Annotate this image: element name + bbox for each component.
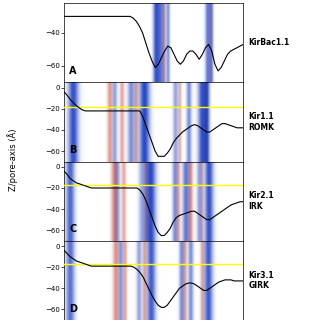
Text: Kir2.1
IRK: Kir2.1 IRK [249,191,274,211]
Text: Kir1.1
ROMK: Kir1.1 ROMK [249,112,275,132]
Text: D: D [69,304,77,314]
Text: B: B [69,145,77,155]
Text: Kir3.1
GIRK: Kir3.1 GIRK [249,271,274,290]
Text: Z/pore-axis (Å): Z/pore-axis (Å) [7,129,18,191]
Text: C: C [69,224,76,235]
Text: A: A [69,66,77,76]
Text: KirBac1.1: KirBac1.1 [249,38,290,47]
